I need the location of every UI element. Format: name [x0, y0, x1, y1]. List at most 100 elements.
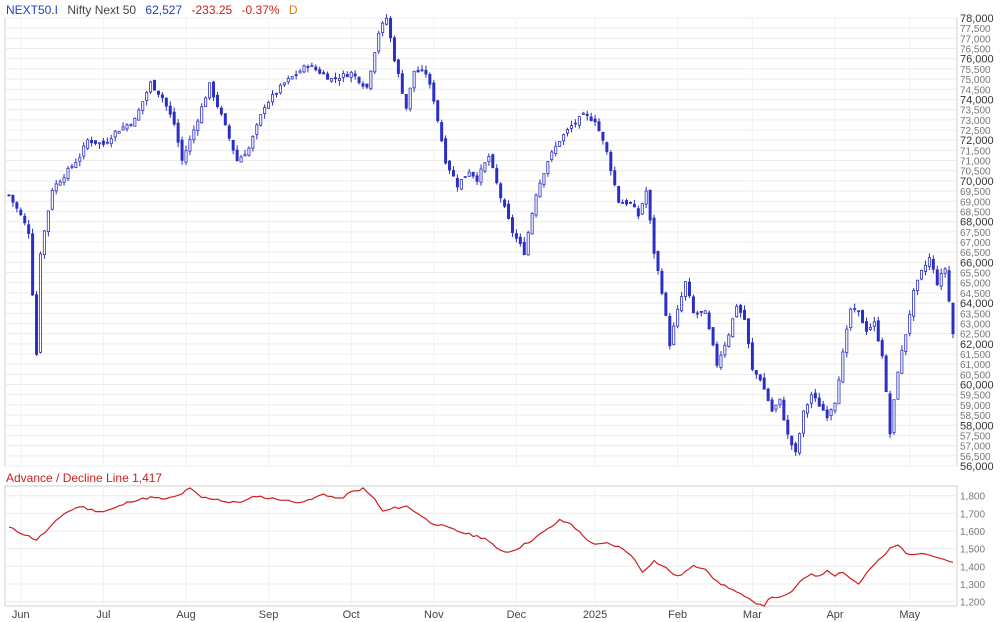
candle-body	[711, 327, 715, 346]
candle-body	[908, 314, 912, 334]
candle-body	[105, 141, 109, 144]
candle-body	[153, 79, 157, 91]
price-tick-label: 70,500	[960, 167, 991, 178]
candle-body	[754, 370, 758, 375]
candle-body	[101, 140, 105, 145]
candle-body	[432, 82, 436, 102]
candle-body	[691, 296, 695, 314]
candle-body	[593, 118, 597, 123]
price-tick-label: 78,000	[960, 13, 994, 25]
candle-body	[345, 74, 349, 78]
candle-body	[628, 201, 632, 204]
candle-body	[573, 122, 577, 125]
candle-body	[656, 251, 660, 271]
candle-body	[239, 156, 243, 163]
candle-body	[522, 241, 526, 256]
candle-body	[11, 194, 15, 203]
candle-body	[117, 130, 121, 134]
candle-body	[510, 217, 514, 234]
candle-body	[74, 162, 78, 168]
candle-body	[715, 343, 719, 366]
x-tick-label: Jul	[96, 609, 110, 621]
candle-body	[330, 78, 334, 82]
candle-body	[825, 409, 829, 419]
candle-body	[184, 150, 188, 163]
candle-body	[310, 65, 314, 68]
last-price: 62,527	[145, 3, 183, 17]
candle-body	[341, 73, 345, 78]
candle-body	[400, 73, 404, 94]
candle-body	[180, 139, 184, 161]
candle-body	[298, 70, 302, 74]
candle-body	[668, 315, 672, 347]
candle-body	[243, 153, 247, 157]
candle-body	[349, 71, 353, 78]
price-tick-label: 69,000	[960, 197, 991, 208]
candle-body	[876, 320, 880, 342]
candle-body	[137, 109, 141, 121]
price-tick-label: 60,500	[960, 370, 991, 381]
candle-body	[829, 409, 833, 417]
candle-body	[219, 107, 223, 115]
price-tick-label: 65,000	[960, 279, 991, 290]
candle-body	[542, 173, 546, 186]
price-tick-label: 64,500	[960, 289, 991, 300]
instrument-name: Nifty Next 50	[67, 3, 137, 17]
candle-body	[774, 404, 778, 410]
candle-body	[46, 210, 50, 232]
candle-body	[864, 321, 868, 332]
adline-panel	[4, 485, 958, 607]
candle-body	[168, 105, 172, 115]
candle-body	[377, 32, 381, 52]
candle-body	[943, 268, 947, 274]
x-tick-label: Nov	[424, 609, 444, 621]
x-tick-label: Oct	[343, 609, 360, 621]
price-tick-label: 71,500	[960, 146, 991, 157]
price-tick-label: 76,000	[960, 54, 994, 66]
price-tick-label: 72,000	[960, 135, 994, 147]
candle-body	[271, 93, 275, 103]
candle-body	[487, 156, 491, 163]
candle-body	[495, 168, 499, 184]
candle-body	[731, 318, 735, 338]
candle-body	[680, 296, 684, 312]
candle-body	[483, 162, 487, 172]
candle-body	[947, 270, 951, 302]
candle-body	[208, 82, 212, 99]
candle-body	[290, 76, 294, 80]
candle-body	[235, 149, 239, 162]
candle-body	[719, 354, 723, 368]
candle-body	[896, 371, 900, 400]
price-tick-label: 59,500	[960, 391, 991, 402]
candle-body	[389, 18, 393, 39]
candle-body	[538, 182, 542, 198]
period-indicator[interactable]: D	[288, 3, 298, 17]
symbol-label[interactable]: NEXT50.I	[6, 3, 59, 17]
candle-body	[609, 151, 613, 172]
candle-body	[471, 171, 475, 177]
candle-body	[97, 142, 101, 145]
candle-body	[605, 142, 609, 152]
price-tick-label: 68,500	[960, 207, 991, 218]
price-tick-label: 69,500	[960, 187, 991, 198]
candle-body	[530, 213, 534, 235]
candle-body	[408, 87, 412, 110]
candle-body	[664, 292, 668, 316]
x-tick-label: Apr	[826, 609, 843, 621]
x-tick-label: Sep	[259, 609, 279, 621]
candle-body	[935, 269, 939, 286]
candle-body	[892, 399, 896, 433]
x-tick-label: Dec	[507, 609, 527, 621]
candle-body	[455, 177, 459, 188]
candle-body	[569, 125, 573, 129]
candle-body	[278, 84, 282, 94]
candle-body	[550, 151, 554, 160]
candle-body	[857, 310, 861, 313]
candle-body	[19, 209, 23, 216]
price-tick-label: 58,500	[960, 411, 991, 422]
candle-body	[479, 168, 483, 183]
candle-body	[503, 199, 507, 207]
candle-body	[282, 82, 286, 86]
price-tick-label: 73,000	[960, 116, 991, 127]
